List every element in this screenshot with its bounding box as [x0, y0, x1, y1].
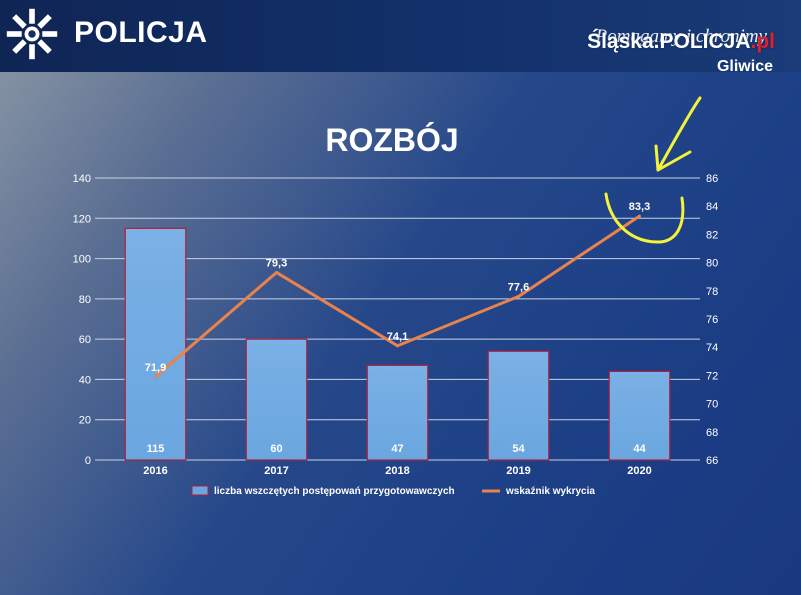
annotation-circle — [604, 192, 685, 244]
y-left-tick-label: 20 — [79, 415, 91, 427]
line-value-label: 79,3 — [266, 257, 287, 269]
bar — [124, 227, 187, 461]
police-star-icon — [6, 8, 58, 60]
bar — [487, 350, 550, 461]
bar-value-label: 54 — [512, 443, 525, 455]
site-name-main: Śląska.POLICJA — [587, 30, 751, 53]
x-tick-label: 2016 — [143, 465, 167, 477]
legend-bar-swatch — [191, 485, 209, 496]
y-left-tick-label: 40 — [79, 374, 91, 386]
y-left-tick-label: 0 — [85, 455, 91, 467]
site-name: Śląska.POLICJA.pl — [587, 30, 775, 54]
annotation-arrow-shaft — [656, 96, 702, 172]
line-value-label: 77,6 — [508, 281, 529, 293]
line-value-label: 74,1 — [387, 331, 408, 343]
y-right-tick-label: 86 — [706, 173, 718, 185]
brand-logo-text: POLICJA — [74, 16, 208, 49]
y-right-tick-label: 78 — [706, 286, 718, 298]
y-right-tick-label: 66 — [706, 455, 718, 467]
y-left-tick-label: 140 — [73, 173, 91, 185]
line-point — [275, 270, 278, 274]
y-left-tick-label: 80 — [79, 294, 91, 306]
line-point — [517, 294, 520, 298]
line-point — [154, 375, 157, 379]
legend-bar-label: liczba wszczętych postępowań przygotowaw… — [214, 486, 455, 497]
line-value-label: 71,9 — [145, 362, 166, 374]
y-right-tick-label: 74 — [706, 342, 718, 354]
line-series — [154, 214, 641, 378]
y-right-tick-label: 84 — [706, 201, 718, 213]
line-point — [638, 214, 641, 218]
header-bar: POLICJA Pomagamy i chronimy Śląska.POLIC… — [0, 0, 801, 75]
site-tld: .pl — [750, 30, 776, 53]
chart-title: ROZBÓJ — [325, 122, 459, 158]
annotation-arrow-head — [654, 144, 692, 172]
y-right-tick-label: 70 — [706, 399, 718, 411]
motto-text: Pomagamy i chronimy — [595, 26, 767, 47]
x-tick-label: 2018 — [385, 465, 409, 477]
bar-value-label: 115 — [147, 443, 165, 455]
y-left-tick-label: 120 — [73, 213, 91, 225]
legend-line-label: wskaźnik wykrycia — [505, 486, 595, 497]
y-right-tick-label: 80 — [706, 258, 718, 270]
bar-value-label: 60 — [270, 443, 282, 455]
line-point — [396, 344, 399, 348]
y-right-tick-label: 76 — [706, 314, 718, 326]
y-left-tick-label: 100 — [73, 254, 91, 266]
y-right-tick-label: 68 — [706, 427, 718, 439]
unit-name: Gliwice — [716, 58, 773, 75]
x-tick-label: 2019 — [506, 465, 530, 477]
bar — [366, 364, 429, 461]
bar-value-label: 47 — [391, 443, 403, 455]
bar-value-label: 44 — [633, 443, 646, 455]
x-tick-label: 2020 — [627, 465, 651, 477]
y-right-tick-label: 72 — [706, 370, 718, 382]
y-left-tick-label: 60 — [79, 334, 91, 346]
bar — [245, 338, 308, 461]
line-value-label: 83,3 — [629, 201, 650, 213]
x-tick-label: 2017 — [264, 465, 288, 477]
bar — [608, 370, 671, 461]
y-right-tick-label: 82 — [706, 229, 718, 241]
